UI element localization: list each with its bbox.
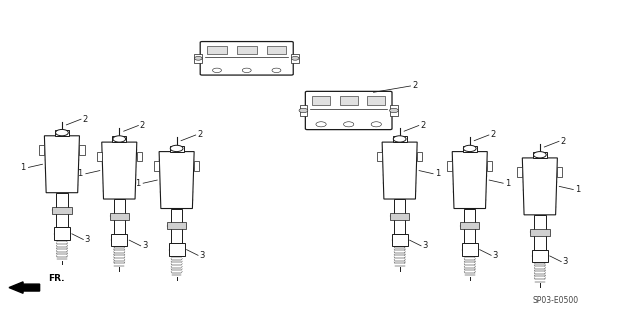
Bar: [340, 96, 358, 105]
Bar: [557, 167, 563, 177]
Bar: [312, 96, 330, 105]
Bar: [390, 105, 397, 116]
Bar: [111, 234, 127, 247]
Bar: [54, 227, 70, 240]
Bar: [170, 146, 184, 152]
Circle shape: [463, 145, 476, 152]
Circle shape: [390, 108, 398, 113]
Text: 2: 2: [560, 137, 566, 146]
Text: 2: 2: [83, 115, 88, 124]
Circle shape: [299, 108, 308, 113]
Circle shape: [316, 122, 326, 127]
Polygon shape: [102, 142, 137, 199]
Circle shape: [170, 145, 183, 152]
Bar: [291, 54, 299, 63]
Text: 1: 1: [20, 163, 26, 172]
FancyBboxPatch shape: [305, 91, 392, 130]
Bar: [530, 229, 550, 236]
Bar: [195, 54, 202, 63]
Text: 1: 1: [435, 169, 440, 178]
Bar: [79, 145, 84, 155]
Circle shape: [195, 56, 202, 60]
Bar: [461, 243, 478, 256]
Circle shape: [272, 68, 281, 72]
Polygon shape: [382, 142, 417, 199]
Bar: [55, 130, 69, 136]
Text: 3: 3: [422, 241, 428, 250]
Bar: [464, 209, 476, 243]
Circle shape: [243, 68, 251, 72]
Bar: [300, 105, 307, 116]
Bar: [267, 46, 286, 54]
Text: 3: 3: [142, 241, 147, 250]
Bar: [137, 152, 142, 161]
Circle shape: [344, 122, 354, 127]
FancyArrow shape: [9, 282, 40, 293]
Bar: [447, 161, 452, 171]
Polygon shape: [452, 152, 487, 209]
Bar: [487, 161, 492, 171]
FancyBboxPatch shape: [200, 41, 293, 75]
Bar: [377, 152, 382, 161]
Text: 2: 2: [420, 121, 426, 130]
Circle shape: [291, 56, 299, 60]
Bar: [390, 213, 410, 220]
Bar: [167, 222, 186, 229]
Bar: [532, 250, 548, 262]
Text: SP03-E0500: SP03-E0500: [532, 296, 579, 305]
Text: 3: 3: [84, 235, 90, 244]
Text: 3: 3: [199, 251, 205, 260]
Bar: [533, 152, 547, 158]
Bar: [194, 161, 199, 171]
Bar: [517, 167, 522, 177]
Bar: [367, 96, 385, 105]
Bar: [463, 146, 477, 152]
Circle shape: [534, 152, 546, 158]
Bar: [392, 234, 408, 247]
Text: 2: 2: [140, 121, 145, 130]
Circle shape: [56, 130, 68, 136]
Bar: [113, 199, 125, 234]
Bar: [109, 213, 129, 220]
Bar: [237, 46, 257, 54]
Text: 2: 2: [197, 130, 202, 139]
Circle shape: [212, 68, 221, 72]
Polygon shape: [159, 152, 194, 209]
Bar: [168, 243, 185, 256]
Text: 1: 1: [135, 179, 140, 188]
Bar: [97, 152, 102, 161]
Text: 1: 1: [505, 179, 510, 188]
Polygon shape: [522, 158, 557, 215]
Bar: [112, 137, 126, 142]
Bar: [393, 137, 406, 142]
Polygon shape: [44, 136, 79, 193]
Bar: [460, 222, 479, 229]
Circle shape: [394, 136, 406, 142]
Bar: [154, 161, 159, 171]
Bar: [207, 46, 227, 54]
Bar: [171, 209, 182, 243]
Bar: [39, 145, 44, 155]
Bar: [417, 152, 422, 161]
Bar: [394, 199, 405, 234]
Bar: [534, 215, 545, 250]
Circle shape: [371, 122, 381, 127]
Text: 3: 3: [492, 251, 498, 260]
Text: FR.: FR.: [48, 274, 65, 283]
Text: 1: 1: [575, 185, 580, 194]
Bar: [56, 193, 68, 227]
Text: 1: 1: [77, 169, 83, 178]
Circle shape: [113, 136, 125, 142]
Text: 2: 2: [412, 81, 418, 91]
Text: 3: 3: [563, 257, 568, 266]
Bar: [52, 207, 72, 214]
Text: 2: 2: [490, 130, 495, 139]
